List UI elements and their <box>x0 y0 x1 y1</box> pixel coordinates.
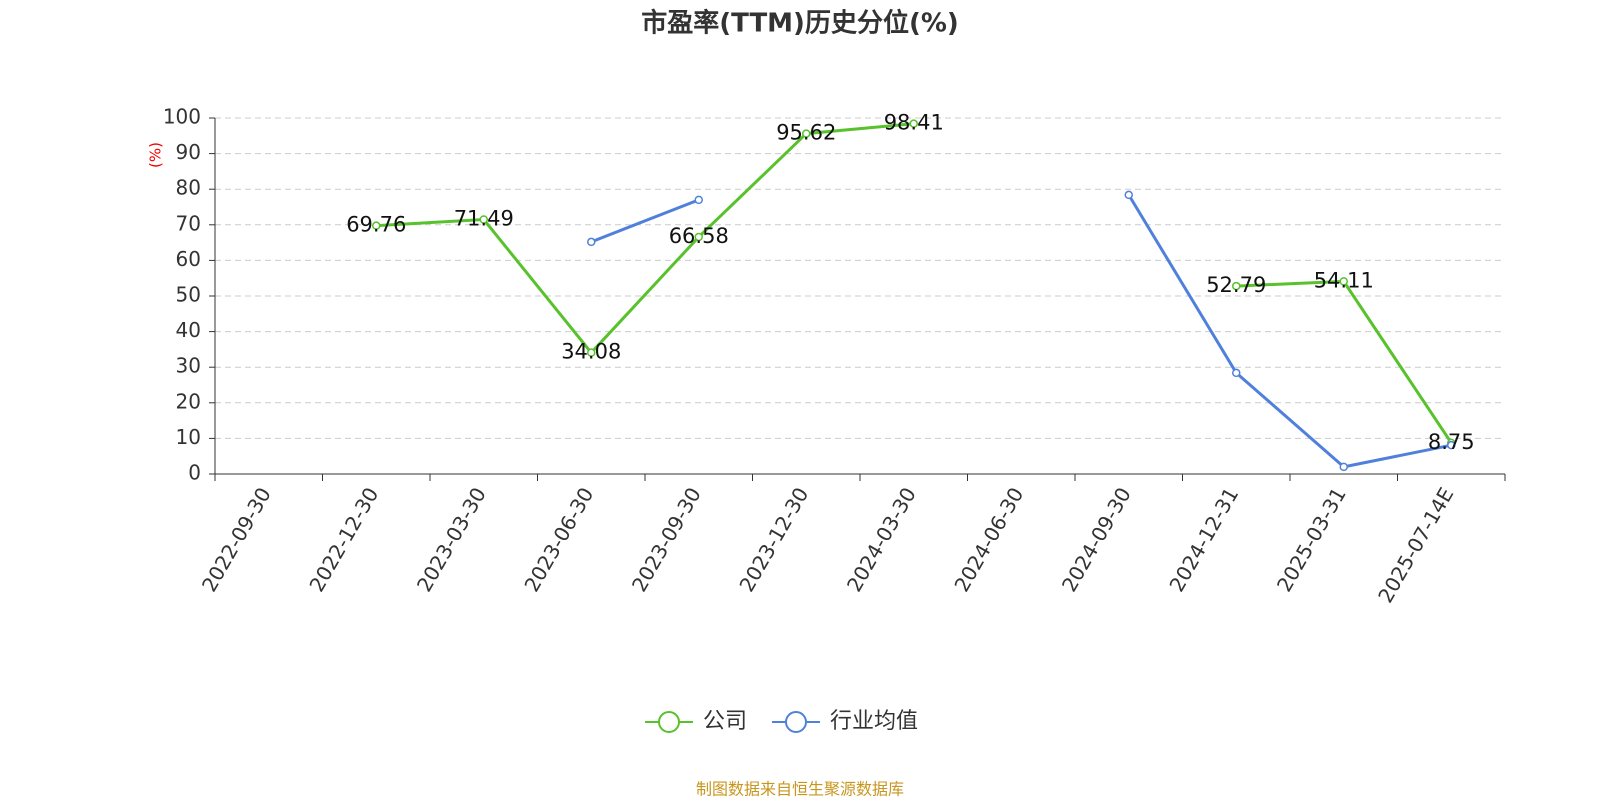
data-point <box>694 232 703 242</box>
x-tick-label: 2025-07-14E <box>1373 483 1458 607</box>
x-tick-label: 2024-03-30 <box>842 483 921 596</box>
x-tick-label: 2023-03-30 <box>412 483 491 596</box>
data-point <box>587 237 596 247</box>
data-label: 95.62 <box>776 121 836 145</box>
y-tick-label: 50 <box>176 283 201 307</box>
data-label: 34.08 <box>561 340 621 364</box>
y-tick-label: 0 <box>188 461 201 485</box>
x-tick-label: 2023-06-30 <box>519 483 598 596</box>
series-line <box>1127 194 1452 469</box>
data-point <box>1124 190 1133 200</box>
y-tick-label: 100 <box>163 105 201 129</box>
x-tick-label: 2022-09-30 <box>197 483 276 596</box>
data-point <box>479 215 488 224</box>
legend-marker <box>785 711 807 733</box>
y-tick-label: 90 <box>176 140 201 164</box>
data-label: 98.41 <box>884 111 944 135</box>
data-point <box>1232 368 1241 378</box>
data-point <box>372 221 381 230</box>
data-point <box>909 119 918 128</box>
x-tick-label: 2024-12-31 <box>1164 483 1243 596</box>
data-point <box>694 195 703 205</box>
series-line <box>590 198 700 244</box>
legend-item: 公司 <box>645 709 747 734</box>
data-point <box>1447 440 1456 450</box>
y-axis-label: (%) <box>147 142 165 168</box>
x-tick-label: 2025-03-31 <box>1272 483 1351 596</box>
data-point <box>587 348 596 357</box>
x-tick-label: 2023-09-30 <box>627 483 706 596</box>
y-tick-label: 30 <box>176 354 201 378</box>
data-label: 52.79 <box>1206 273 1266 297</box>
series-line <box>376 122 914 355</box>
chart-title: 市盈率(TTM)历史分位(%) <box>641 8 959 39</box>
source-note: 制图数据来自恒生聚源数据库 <box>696 780 904 799</box>
data-point <box>1339 462 1348 472</box>
series-line <box>1236 279 1453 444</box>
y-tick-label: 40 <box>176 318 201 342</box>
y-tick-label: 60 <box>176 247 201 271</box>
legend-item: 行业均值 <box>772 709 918 734</box>
data-label: 71.49 <box>454 206 514 230</box>
legend-label: 行业均值 <box>830 709 918 734</box>
data-label: 66.58 <box>669 224 729 248</box>
x-tick-label: 2024-06-30 <box>949 483 1028 596</box>
x-tick-label: 2022-12-30 <box>304 483 383 596</box>
data-label: 69.76 <box>346 213 406 237</box>
data-point <box>802 129 811 138</box>
legend-marker <box>658 711 680 733</box>
data-point <box>1339 277 1348 286</box>
y-tick-label: 70 <box>176 211 201 235</box>
y-tick-label: 80 <box>176 176 201 200</box>
y-tick-label: 10 <box>176 425 201 449</box>
x-tick-label: 2024-09-30 <box>1057 483 1136 596</box>
data-label: 8.75 <box>1428 430 1475 454</box>
data-label: 54.11 <box>1314 268 1374 292</box>
data-point <box>1232 281 1241 291</box>
legend-label: 公司 <box>703 709 747 734</box>
y-tick-label: 20 <box>176 389 201 413</box>
x-tick-label: 2023-12-30 <box>734 483 813 596</box>
